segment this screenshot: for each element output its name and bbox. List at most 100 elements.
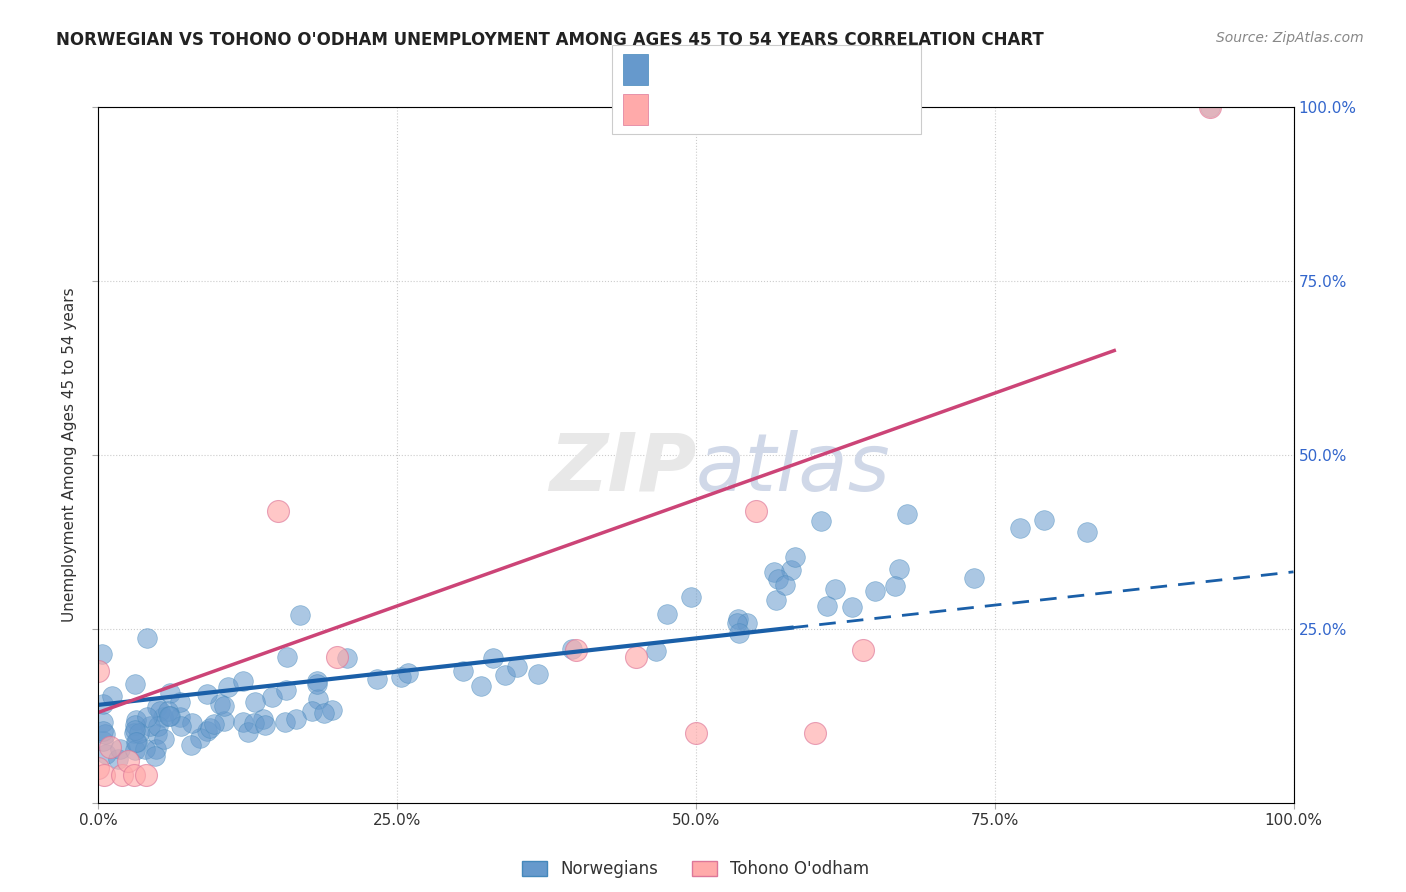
Point — [232, 674, 254, 689]
Point — [254, 718, 277, 732]
Point — [232, 715, 254, 730]
Point — [453, 664, 475, 678]
Y-axis label: Unemployment Among Ages 45 to 54 years: Unemployment Among Ages 45 to 54 years — [62, 287, 77, 623]
Point — [124, 723, 146, 737]
Point — [735, 616, 758, 631]
Point — [159, 686, 181, 700]
Point — [644, 644, 666, 658]
Point — [96, 747, 118, 761]
Point — [124, 718, 146, 732]
Point — [128, 726, 150, 740]
Point — [561, 642, 583, 657]
Point — [217, 680, 239, 694]
Point — [148, 719, 170, 733]
Point — [136, 631, 159, 645]
Point — [655, 607, 678, 622]
Point — [366, 672, 388, 686]
Text: N =: N = — [745, 100, 782, 118]
Point — [159, 708, 181, 723]
Point — [482, 651, 505, 665]
Point — [243, 695, 266, 709]
Point — [1010, 521, 1032, 535]
Point — [1198, 100, 1220, 114]
Point — [136, 710, 159, 724]
Point — [785, 549, 807, 564]
Text: Source: ZipAtlas.com: Source: ZipAtlas.com — [1216, 31, 1364, 45]
Point — [91, 734, 114, 748]
Point — [156, 704, 179, 718]
Point — [169, 695, 191, 709]
Point — [93, 768, 115, 782]
Point — [396, 666, 419, 681]
Point — [725, 616, 748, 631]
Point — [307, 692, 329, 706]
Point — [143, 748, 166, 763]
Point — [267, 503, 290, 517]
Point — [1198, 100, 1220, 114]
Text: 105: 105 — [778, 60, 808, 78]
Point — [728, 625, 751, 640]
Point — [727, 612, 749, 626]
Point — [107, 752, 129, 766]
Point — [780, 563, 803, 577]
Point — [314, 706, 336, 720]
Text: 0.451: 0.451 — [692, 100, 740, 118]
Point — [681, 591, 703, 605]
Point — [762, 565, 785, 579]
Point — [91, 697, 114, 711]
Point — [91, 724, 114, 739]
Point — [804, 726, 827, 740]
Point — [149, 704, 172, 718]
Text: 16: 16 — [778, 100, 804, 118]
Point — [209, 697, 232, 711]
Point — [195, 724, 218, 739]
Point — [274, 682, 297, 697]
Point — [889, 562, 911, 576]
Text: 0.387: 0.387 — [692, 60, 740, 78]
Point — [565, 642, 588, 657]
Point — [202, 717, 225, 731]
Point — [125, 713, 148, 727]
Point — [91, 715, 114, 730]
Point — [506, 659, 529, 673]
Point — [153, 732, 176, 747]
Text: NORWEGIAN VS TOHONO O'ODHAM UNEMPLOYMENT AMONG AGES 45 TO 54 YEARS CORRELATION C: NORWEGIAN VS TOHONO O'ODHAM UNEMPLOYMENT… — [56, 31, 1045, 49]
Point — [766, 573, 789, 587]
Point — [157, 709, 180, 723]
Point — [134, 742, 156, 756]
Point — [135, 768, 157, 782]
Point — [626, 649, 648, 664]
Point — [336, 651, 359, 665]
Point — [285, 713, 308, 727]
Point — [139, 719, 162, 733]
Point — [765, 592, 787, 607]
Point — [896, 507, 918, 521]
Point — [124, 677, 146, 691]
Point — [170, 719, 193, 733]
Point — [98, 740, 122, 755]
Point — [276, 650, 298, 665]
Point — [94, 727, 117, 741]
Point — [262, 690, 284, 704]
Text: R =: R = — [657, 60, 693, 78]
Point — [494, 668, 516, 682]
Point — [169, 710, 191, 724]
Point — [326, 649, 349, 664]
Text: N =: N = — [745, 60, 782, 78]
Point — [180, 738, 202, 752]
Point — [1033, 513, 1056, 527]
Point — [111, 768, 134, 782]
Point — [125, 735, 148, 749]
Point — [198, 721, 221, 735]
Point — [685, 726, 707, 740]
Point — [963, 571, 986, 585]
Text: R =: R = — [657, 100, 693, 118]
Legend: Norwegians, Tohono O'odham: Norwegians, Tohono O'odham — [516, 854, 876, 885]
Point — [180, 716, 202, 731]
Point — [145, 741, 167, 756]
Point — [152, 709, 174, 723]
Point — [90, 647, 112, 661]
Point — [745, 503, 768, 517]
Point — [124, 735, 146, 749]
Text: atlas: atlas — [696, 430, 891, 508]
